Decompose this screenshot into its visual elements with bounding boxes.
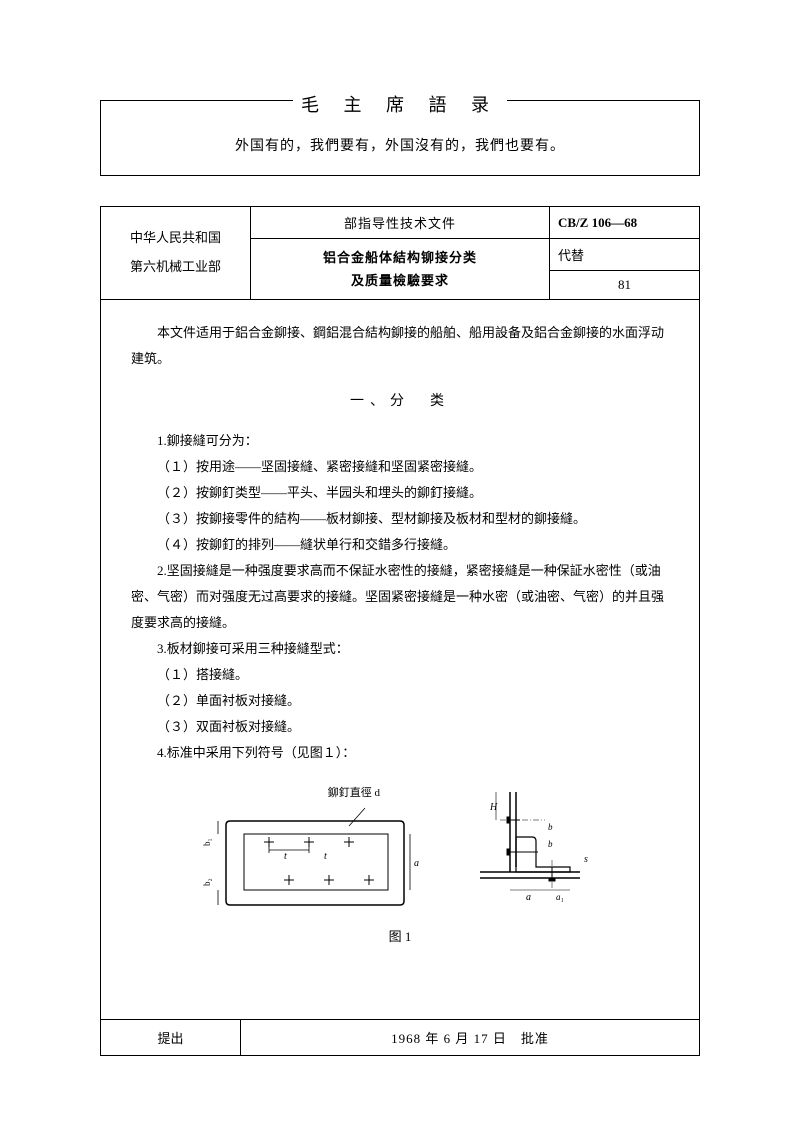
svg-text:a₁: a₁ [556,892,564,902]
quote-title-wrap: 毛 主 席 語 录 [101,91,699,117]
svg-text:H: H [489,802,498,813]
quote-box: 毛 主 席 語 录 外国有的，我們要有，外国沒有的，我們也要有。 [100,100,700,176]
doc-title: 铝合金船体結构铆接分类 及质量檢驗要求 [251,239,550,300]
intro-paragraph: 本文件适用于鋁合金鉚接、鋼鋁混合結构鉚接的船舶、船用設备及鋁合金鉚接的水面浮动建… [131,320,669,372]
figure-1-left: 鉚釘直徑 d [200,782,420,916]
content-body: 本文件适用于鋁合金鉚接、鋼鋁混合結构鉚接的船舶、船用設备及鋁合金鉚接的水面浮动建… [101,300,699,970]
page-number: 81 [550,271,700,300]
org-line1: 中华人民共和国 [109,224,242,253]
section-1-title: 一、分 类 [131,388,669,416]
svg-text:a: a [526,892,531,902]
svg-text:b: b [548,822,553,832]
figure-1-area: 鉚釘直徑 d [131,782,669,916]
item-1: 1.鉚接縫可分为： [131,428,669,454]
svg-text:b₁: b₁ [202,838,212,846]
quote-content: 外国有的，我們要有，外国沒有的，我們也要有。 [101,127,699,155]
item-1-4: （４）按鉚釘的排列——縫状单行和交錯多行接縫。 [131,532,669,558]
doc-type: 部指导性技术文件 [251,207,550,239]
org-line2: 第六机械工业部 [109,253,242,282]
figure-caption: 图 1 [131,924,669,950]
item-4: 4.标准中采用下列符号（见图１）： [131,740,669,766]
figure-1-angle-diagram: H b b s a a₁ [460,782,600,902]
doc-title-line2: 及质量檢驗要求 [259,269,541,292]
doc-title-line1: 铝合金船体結构铆接分类 [259,246,541,269]
svg-text:t: t [284,851,287,862]
issuing-org: 中华人民共和国 第六机械工业部 [101,207,251,300]
item-1-2: （２）按鉚釘类型——平头、半园头和埋头的鉚釘接縫。 [131,480,669,506]
item-1-3: （３）按鉚接零件的結构——板材鉚接、型材鉚接及板材和型材的鉚接縫。 [131,506,669,532]
quote-title: 毛 主 席 語 录 [293,95,507,115]
item-3-1: （１）搭接縫。 [131,662,669,688]
item-3-3: （３）双面衬板对接縫。 [131,714,669,740]
main-document: 中华人民共和国 第六机械工业部 部指导性技术文件 CB/Z 106—68 铝合金… [100,206,700,1056]
svg-text:a: a [414,858,419,869]
figure-1-plate-diagram: t t b₁ b₂ a [200,806,420,916]
header-table: 中华人民共和国 第六机械工业部 部指导性技术文件 CB/Z 106—68 铝合金… [101,207,699,300]
svg-text:b: b [548,839,553,849]
svg-text:s: s [584,854,588,865]
item-1-1: （１）按用途——坚固接縫、紧密接縫和坚固紧密接縫。 [131,454,669,480]
doc-number: CB/Z 106—68 [550,207,700,239]
figure-1-right: H b b s a a₁ [460,782,600,916]
item-2: 2.坚固接縫是一种强度要求高而不保証水密性的接縫，紧密接縫是一种保証水密性（或油… [131,558,669,636]
item-3-2: （２）单面衬板对接縫。 [131,688,669,714]
figure-label: 鉚釘直徑 d [200,782,420,804]
item-3: 3.板材鉚接可采用三种接縫型式： [131,636,669,662]
footer-approve: 1968 年 6 月 17 日 批准 [241,1020,699,1055]
svg-text:b₂: b₂ [202,878,212,886]
footer-submit: 提出 [101,1020,241,1055]
footer-row: 提出 1968 年 6 月 17 日 批准 [101,1019,699,1055]
replace-label: 代替 [550,239,700,271]
svg-text:t: t [324,851,327,862]
